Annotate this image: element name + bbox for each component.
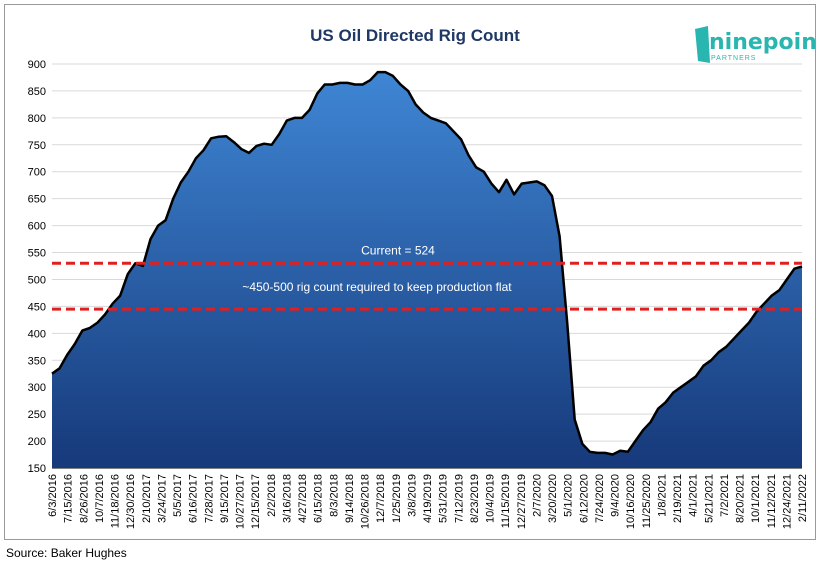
y-tick-label: 750 (28, 140, 46, 152)
x-tick-label: 5/31/2019 (438, 474, 450, 523)
x-tick-label: 11/18/2016 (110, 474, 122, 528)
x-tick-label: 8/26/2016 (78, 474, 90, 523)
x-tick-label: 6/12/2020 (578, 474, 590, 523)
y-tick-label: 650 (28, 194, 46, 206)
x-tick-label: 6/15/2018 (313, 474, 325, 523)
reference-line-label: ~450-500 rig count required to keep prod… (242, 280, 512, 294)
x-tick-label: 2/11/2022 (797, 474, 809, 522)
logo-mark (695, 26, 710, 63)
x-tick-label: 3/16/2018 (281, 474, 293, 523)
x-tick-label: 11/15/2019 (500, 474, 512, 528)
x-tick-label: 1/25/2019 (391, 474, 403, 523)
reference-line-label: Current = 524 (361, 243, 435, 257)
y-tick-label: 250 (28, 409, 46, 421)
y-tick-label: 700 (28, 167, 46, 179)
x-tick-label: 10/26/2018 (360, 474, 372, 529)
y-tick-label: 600 (28, 221, 46, 233)
x-tick-label: 12/7/2018 (375, 474, 387, 523)
y-tick-label: 500 (28, 274, 46, 286)
x-tick-label: 8/20/2021 (735, 474, 747, 523)
x-tick-label: 6/16/2017 (188, 474, 200, 523)
x-tick-label: 7/28/2017 (203, 474, 215, 523)
y-axis: 150 200 250 300 350 400 450 500 550 600 650 700 750 8… (28, 59, 46, 475)
x-tick-label: 2/2/2018 (266, 474, 278, 517)
x-tick-label: 3/8/2019 (406, 474, 418, 517)
x-tick-label: 12/27/2019 (516, 474, 528, 529)
x-tick-label: 11/12/2021 (766, 474, 778, 528)
y-tick-label: 800 (28, 113, 46, 125)
y-tick-label: 350 (28, 355, 46, 367)
x-axis: 6/3/2016 7/15/2016 8/26/2016 10/7/2016 11/18… (47, 467, 809, 529)
chart-title: US Oil Directed Rig Count (310, 26, 520, 45)
x-tick-label: 7/12/2019 (453, 474, 465, 523)
logo-sub-text: PARTNERS (711, 55, 756, 62)
x-tick-label: 11/25/2020 (641, 474, 653, 528)
x-tick-label: 10/4/2019 (485, 474, 497, 523)
x-tick-label: 1/8/2021 (656, 474, 668, 517)
y-tick-label: 400 (28, 328, 46, 340)
y-tick-label: 550 (28, 248, 46, 260)
ninepoint-logo: ninepoint PARTNERS (695, 26, 817, 63)
x-tick-label: 10/7/2016 (94, 474, 106, 523)
x-tick-label: 4/27/2018 (297, 474, 309, 523)
x-tick-label: 12/15/2017 (250, 474, 262, 529)
x-tick-label: 12/30/2016 (125, 474, 137, 529)
source-note: Source: Baker Hughes (6, 546, 127, 560)
x-tick-label: 12/24/2021 (781, 474, 793, 529)
x-tick-label: 5/1/2020 (563, 474, 575, 517)
rig-count-area (52, 72, 802, 468)
y-tick-label: 300 (28, 382, 46, 394)
y-tick-label: 150 (28, 463, 46, 475)
x-tick-label: 8/3/2018 (328, 474, 340, 517)
y-tick-label: 200 (28, 436, 46, 448)
rig-count-chart: 150 200 250 300 350 400 450 500 550 600 650 700 750 8… (28, 26, 817, 529)
x-tick-label: 7/2/2021 (719, 474, 731, 517)
x-tick-label: 2/7/2020 (531, 474, 543, 517)
reference-lines: Current = 524 ~450-500 rig count required… (52, 243, 802, 311)
x-tick-label: 9/15/2017 (219, 474, 231, 523)
chart-frame: 150 200 250 300 350 400 450 500 550 600 650 700 750 8… (4, 4, 817, 540)
x-tick-label: 9/14/2018 (344, 474, 356, 523)
x-tick-label: 3/24/2017 (156, 474, 168, 523)
x-tick-label: 10/16/2020 (625, 474, 637, 529)
logo-main-text: ninepoint (709, 30, 817, 55)
x-tick-label: 4/1/2021 (688, 474, 700, 517)
y-tick-label: 900 (28, 59, 46, 71)
x-tick-label: 9/4/2020 (610, 474, 622, 517)
x-tick-label: 7/24/2020 (594, 474, 606, 523)
x-tick-label: 10/27/2017 (235, 474, 247, 529)
x-tick-label: 10/1/2021 (750, 474, 762, 523)
x-tick-label: 4/19/2019 (422, 474, 434, 523)
y-tick-label: 850 (28, 86, 46, 98)
rig-count-line (51, 70, 803, 456)
x-tick-label: 3/20/2020 (547, 474, 559, 523)
x-tick-label: 6/3/2016 (47, 474, 59, 517)
x-tick-label: 2/19/2021 (672, 474, 684, 523)
x-tick-label: 7/15/2016 (63, 474, 75, 523)
x-tick-label: 5/5/2017 (172, 474, 184, 517)
x-tick-label: 5/21/2021 (703, 474, 715, 523)
y-tick-label: 450 (28, 301, 46, 313)
x-tick-label: 8/23/2019 (469, 474, 481, 523)
x-tick-label: 2/10/2017 (141, 474, 153, 523)
